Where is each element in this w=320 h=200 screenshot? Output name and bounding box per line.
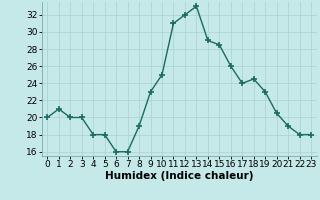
X-axis label: Humidex (Indice chaleur): Humidex (Indice chaleur) [105, 171, 253, 181]
